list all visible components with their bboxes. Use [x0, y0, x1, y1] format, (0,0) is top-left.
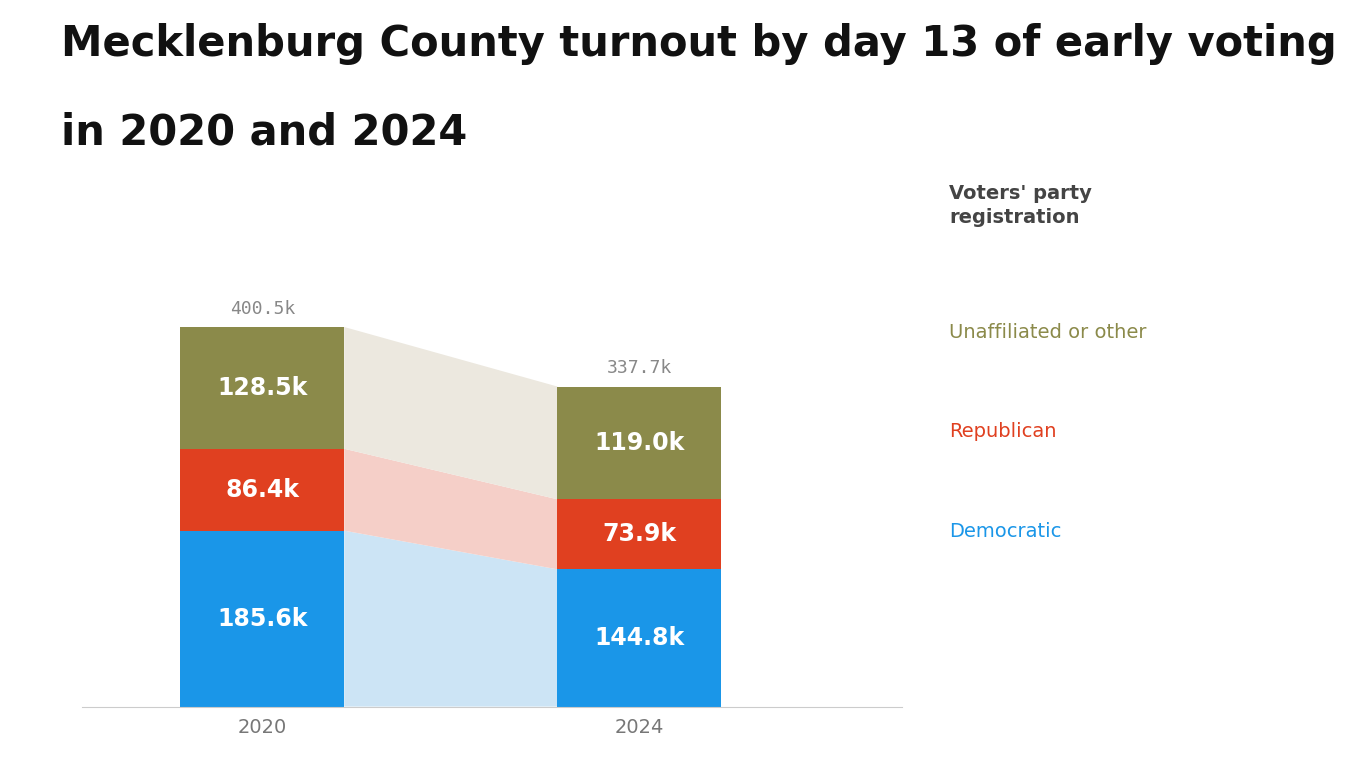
Polygon shape — [344, 449, 557, 569]
Bar — [180, 531, 344, 707]
Polygon shape — [344, 327, 557, 499]
Text: 119.0k: 119.0k — [594, 431, 684, 455]
Bar — [180, 327, 344, 449]
Text: Mecklenburg County turnout by day 13 of early voting: Mecklenburg County turnout by day 13 of … — [61, 23, 1337, 65]
Text: 337.7k: 337.7k — [607, 359, 672, 377]
Bar — [557, 386, 721, 499]
Text: Republican: Republican — [949, 422, 1057, 442]
Text: 128.5k: 128.5k — [217, 376, 307, 400]
Polygon shape — [344, 531, 557, 707]
Text: 144.8k: 144.8k — [594, 626, 684, 650]
Text: 86.4k: 86.4k — [225, 478, 299, 502]
Text: 185.6k: 185.6k — [217, 607, 307, 631]
Bar — [557, 499, 721, 569]
Text: Voters' party
registration: Voters' party registration — [949, 184, 1093, 227]
Text: 400.5k: 400.5k — [229, 300, 295, 317]
Text: in 2020 and 2024: in 2020 and 2024 — [61, 111, 467, 154]
Text: 73.9k: 73.9k — [602, 522, 676, 546]
Bar — [557, 569, 721, 707]
Text: Unaffiliated or other: Unaffiliated or other — [949, 323, 1147, 342]
Text: Democratic: Democratic — [949, 522, 1061, 541]
Bar — [180, 449, 344, 531]
